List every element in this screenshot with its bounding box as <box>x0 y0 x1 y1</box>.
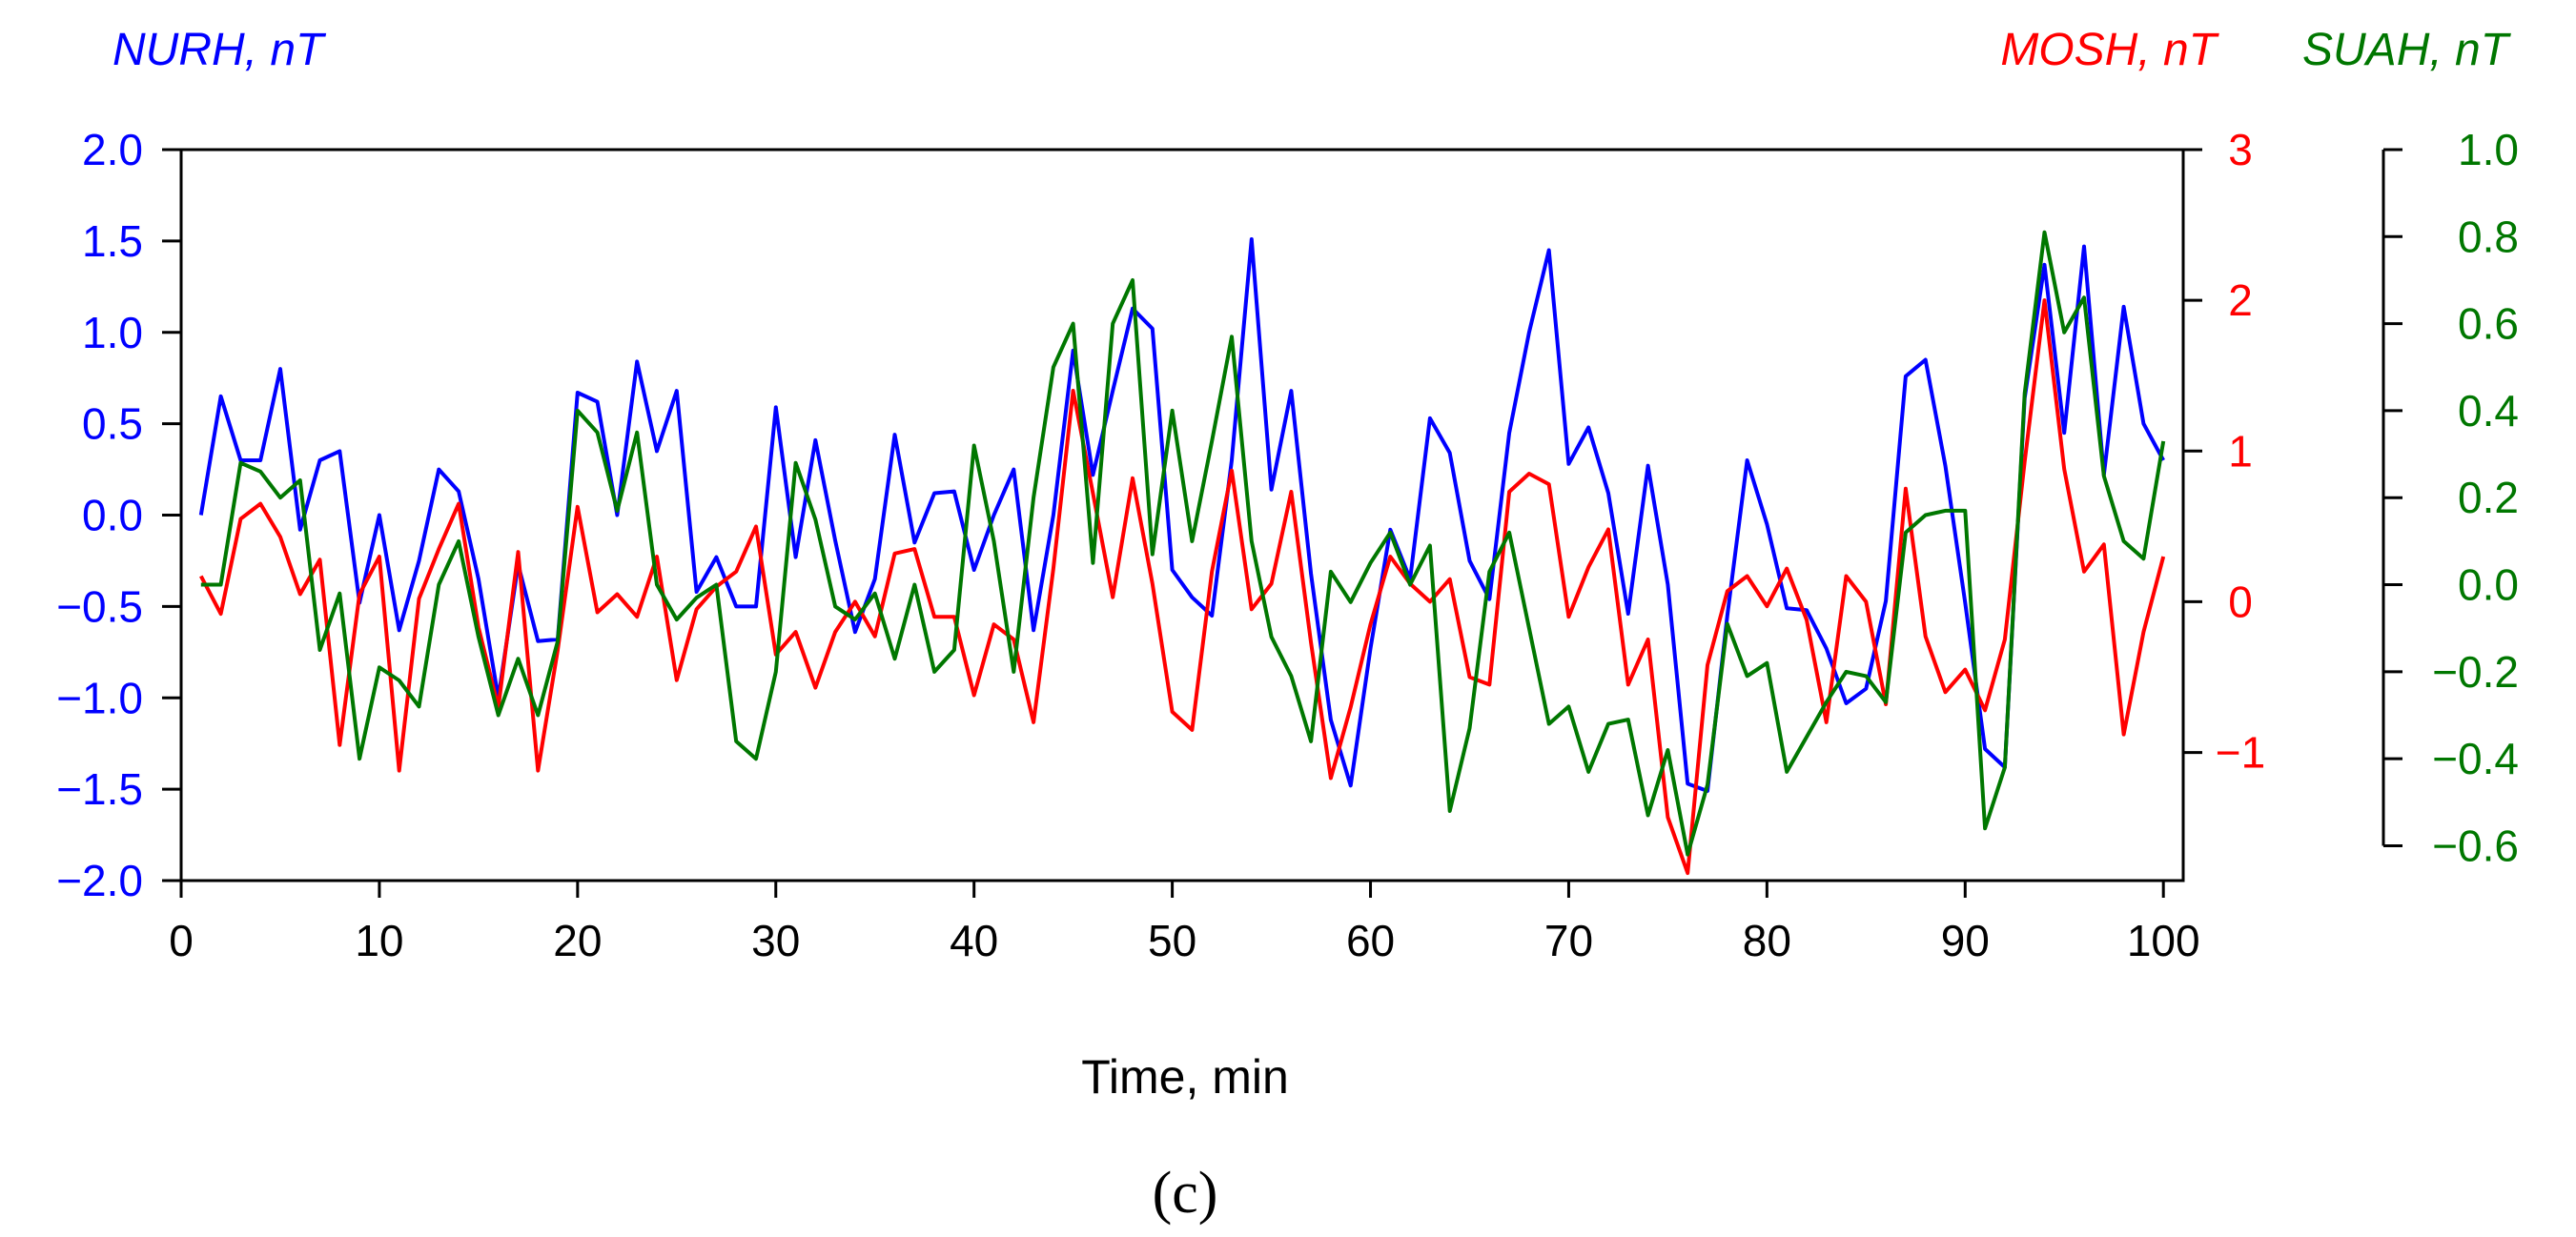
plot-frame <box>179 148 2185 882</box>
series-layer <box>198 230 2166 876</box>
x-tick-label: 50 <box>1148 916 1196 965</box>
x-tick-label: 20 <box>553 916 602 965</box>
y-axes: −2.0 −1.5 −1.0 −0.5 0.0 0.5 1.0 1.5 2.0 NURH, nT −… <box>56 25 2519 905</box>
nurh-axis-title: NURH, nT <box>112 25 327 75</box>
nurh-tick-label: −1.5 <box>56 764 143 814</box>
suah-tick-label: −0.2 <box>2432 647 2519 697</box>
suah-tick-label: 0.0 <box>2458 560 2519 610</box>
x-tick-label: 80 <box>1743 916 1791 965</box>
mosh-tick-label: 0 <box>2228 577 2253 626</box>
nurh-tick-label: 2.0 <box>82 125 143 174</box>
nurh-tick-label: 1.0 <box>82 308 143 357</box>
x-tick-label: 90 <box>1941 916 1990 965</box>
nurh-tick-label: 1.5 <box>82 216 143 266</box>
mosh-tick-label: −1 <box>2216 728 2265 778</box>
x-tick-label: 30 <box>751 916 800 965</box>
suah-axis-title: SUAH, nT <box>2302 25 2512 75</box>
x-tick-label: 10 <box>355 916 403 965</box>
suah-tick-label: −0.6 <box>2432 821 2519 870</box>
x-tick-label: 60 <box>1346 916 1395 965</box>
mosh-tick-label: 2 <box>2228 275 2253 325</box>
series-line-suah <box>200 230 2166 857</box>
series-line-mosh <box>199 298 2166 876</box>
nurh-tick-label: 0.0 <box>82 491 143 540</box>
series-line-nurh <box>198 237 2165 793</box>
suah-tick-label: 1.0 <box>2458 125 2519 174</box>
suah-tick-label: 0.6 <box>2458 299 2519 349</box>
nurh-tick-label: −2.0 <box>56 856 143 905</box>
mosh-tick-label: 3 <box>2228 125 2253 174</box>
x-tick-label: 40 <box>950 916 998 965</box>
nurh-tick-label: 0.5 <box>82 399 143 449</box>
mosh-tick-label: 1 <box>2228 426 2253 476</box>
x-axis: 0 10 20 30 40 50 60 70 80 90 100 <box>169 881 2200 965</box>
x-tick-label: 70 <box>1544 916 1593 965</box>
suah-tick-label: 0.4 <box>2458 386 2519 436</box>
x-tick-label: 100 <box>2127 916 2200 965</box>
suah-tick-label: 0.2 <box>2458 473 2519 522</box>
nurh-tick-label: −1.0 <box>56 673 143 722</box>
plot-area-border <box>179 148 2185 882</box>
x-tick-label: 0 <box>169 916 194 965</box>
panel-label: (c) <box>1153 1161 1218 1226</box>
x-axis-label: Time, min <box>1081 1050 1289 1104</box>
nurh-tick-label: −0.5 <box>56 581 143 631</box>
suah-tick-label: −0.4 <box>2432 734 2519 783</box>
suah-tick-label: 0.8 <box>2458 212 2519 261</box>
mosh-axis-title: MOSH, nT <box>2000 25 2219 75</box>
